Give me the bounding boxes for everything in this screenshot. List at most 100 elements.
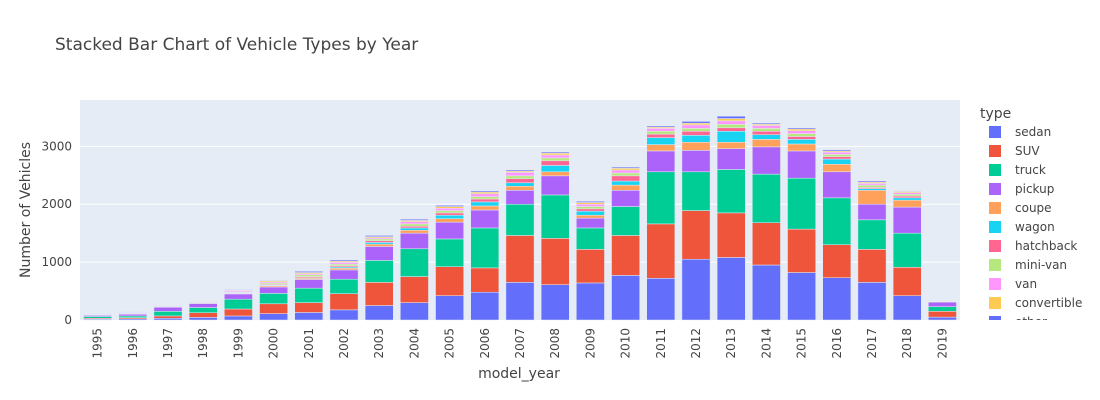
bar-segment [435,218,464,223]
legend-item[interactable]: coupe [989,201,1052,215]
bar-segment [576,249,605,284]
bar-segment [681,142,711,151]
bar-segment [928,316,957,321]
bar-segment [576,203,605,207]
bar-segment [822,164,852,173]
bar-segment [611,175,640,182]
bar-segment [646,125,676,128]
bar-segment [153,307,183,312]
bar-segment [646,137,676,145]
bar-segment [716,124,746,129]
x-tick-label: 1999 [231,328,245,359]
legend-item[interactable]: sedan [989,125,1051,139]
bar-segment [752,264,781,321]
bar-segment [435,212,464,216]
bar-segment [505,282,535,321]
bar-segment [364,240,394,243]
bar-segment [611,206,640,236]
bar-segment [716,120,746,125]
legend[interactable]: sedan SUV truck pickup coupe wagon hatchback mi… [989,125,1082,329]
bar-segment [435,214,464,219]
bar-segment [435,221,464,240]
bar-segment [857,183,887,186]
legend-item[interactable]: convertible [989,296,1082,310]
legend-item[interactable]: van [989,277,1037,291]
legend-label: other [1015,315,1047,329]
bar-segment [857,203,887,221]
bar-segment [681,121,711,124]
bar-segment [716,127,746,132]
bar-segment [400,227,429,231]
bar-segment [681,171,711,211]
bar-segment [505,178,535,184]
bar-segment [470,205,500,211]
x-tick-label: 2009 [583,328,597,359]
bar-segment [329,293,359,311]
bar-segment [364,238,394,241]
bars [83,115,957,321]
bar-segment [153,318,183,321]
bar-segment [857,190,887,205]
bar-segment [294,279,324,289]
bar-segment [400,223,429,227]
bar-segment [435,266,464,296]
bar-segment [646,278,676,321]
legend-item[interactable]: wagon [989,220,1055,234]
bar-segment [259,286,288,294]
bar-segment [646,150,676,173]
bar-segment [505,172,535,177]
x-tick-label: 2018 [900,328,914,359]
bar-segment [470,191,500,195]
legend-item[interactable]: SUV [989,144,1040,158]
bar-segment [188,303,218,308]
legend-item[interactable]: pickup [989,182,1054,196]
bar-segment [294,312,324,321]
bar-segment [470,196,500,200]
bar-segment [752,134,781,140]
bar-segment [611,184,640,191]
bar-segment [646,133,676,138]
bar-segment [329,267,359,271]
x-tick-label: 2003 [372,328,386,359]
x-tick-label: 2008 [548,328,562,359]
bar-segment [787,127,816,130]
legend-item[interactable]: mini-van [989,258,1067,272]
legend-swatch [989,278,1001,290]
bar-segment [400,225,429,229]
bar-segment [822,158,852,165]
x-tick-label: 2001 [302,328,316,359]
legend-swatch [989,202,1001,214]
legend-label: truck [1015,163,1046,177]
bar-segment [611,190,640,207]
bar-segment [364,260,394,283]
legend-item[interactable]: hatchback [989,239,1077,253]
bar-segment [716,212,746,258]
bar-segment [259,303,288,314]
bar-segment [716,257,746,321]
y-tick-labels: 0 1000 2000 3000 [41,139,72,327]
bar-segment [364,282,394,306]
bar-segment [576,217,605,229]
legend-swatch [989,221,1001,233]
bar-segment [540,151,570,154]
bar-segment [822,151,852,155]
x-tick-label: 2002 [337,328,351,359]
bar-segment [435,205,464,207]
y-tick-label: 2000 [41,197,72,211]
legend-label: SUV [1015,144,1040,158]
bar-segment [540,194,570,239]
x-tick-label: 1998 [196,328,210,359]
bar-segment [259,313,288,321]
legend-label: convertible [1015,296,1082,310]
legend-item[interactable]: other [989,315,1047,329]
bar-segment [681,122,711,126]
bar-segment [540,154,570,159]
bar-segment [470,291,500,321]
bar-segment [928,301,957,307]
bar-segment [540,238,570,285]
bar-segment [118,315,148,318]
legend-item[interactable]: truck [989,163,1046,177]
x-tick-label: 2000 [267,328,281,359]
bar-segment [400,219,429,221]
bar-segment [400,230,429,234]
